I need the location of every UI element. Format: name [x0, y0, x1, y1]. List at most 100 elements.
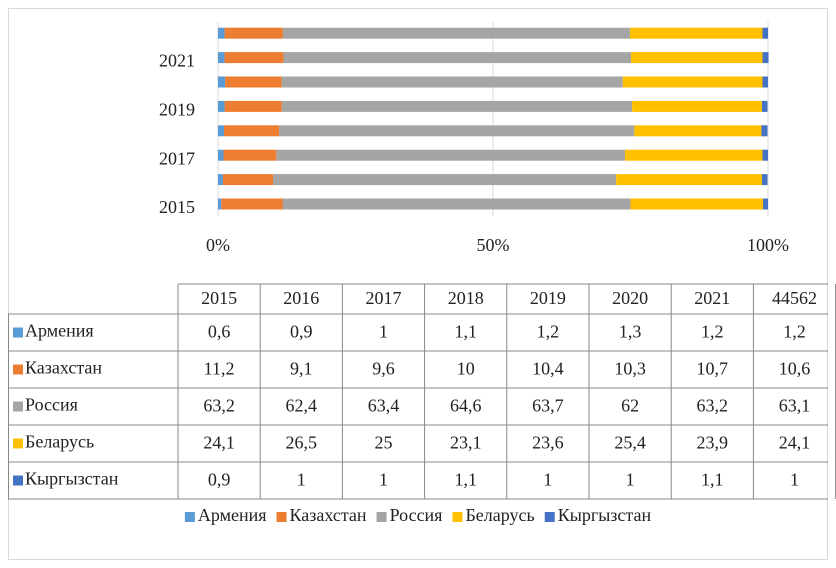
table-header: 2015	[201, 288, 237, 308]
bar-segment	[218, 76, 226, 88]
bar-segment	[622, 76, 763, 88]
bar-segment	[224, 100, 282, 112]
table-cell: 0,9	[208, 470, 231, 490]
table-legend-key	[13, 401, 23, 412]
table-cell: 1,1	[454, 470, 477, 490]
table-header: 2019	[530, 288, 566, 308]
table-header: 44562	[772, 288, 817, 308]
table-cell: 23,6	[532, 433, 564, 453]
bar-segment	[218, 149, 224, 161]
legend-key	[184, 512, 195, 522]
legend-label: Кыргызстан	[558, 505, 652, 525]
bar-segment	[761, 174, 768, 186]
table-row-label: Кыргызстан	[25, 469, 119, 489]
bar-segment	[282, 198, 631, 210]
bar-segment	[218, 27, 225, 39]
table-cell: 11,2	[204, 359, 235, 379]
table-cell: 1,1	[701, 470, 724, 490]
bar-segment	[762, 27, 768, 39]
table-legend-key	[13, 438, 23, 449]
bar-segment	[224, 27, 283, 39]
table-cell: 1,2	[701, 322, 724, 342]
table-cell: 1	[379, 470, 388, 490]
y-tick-label: 2019	[159, 100, 195, 120]
table-cell: 62,4	[286, 396, 318, 416]
table-cell: 23,1	[450, 433, 482, 453]
table-cell: 64,6	[450, 396, 482, 416]
table-cell: 24,1	[779, 433, 811, 453]
bar-segment	[761, 125, 768, 137]
table-cell: 1	[790, 470, 799, 490]
bar-segment	[630, 198, 764, 210]
bar-segment	[281, 76, 623, 88]
table-cell: 0,9	[290, 322, 313, 342]
table-cell: 10,3	[614, 359, 646, 379]
table-cell: 23,9	[697, 433, 729, 453]
table-cell: 1,3	[619, 322, 642, 342]
table-cell: 10,6	[779, 359, 811, 379]
table-cell: 1,2	[537, 322, 560, 342]
bar-segment	[629, 27, 763, 39]
table-cell: 62	[621, 396, 639, 416]
bar-segment	[224, 52, 284, 64]
table-legend-key	[13, 327, 23, 338]
table-cell: 1	[379, 322, 388, 342]
bar-segment	[763, 198, 768, 210]
table-header: 2018	[448, 288, 484, 308]
bar-segment	[224, 125, 280, 137]
table-header: 2020	[612, 288, 648, 308]
x-tick-label: 100%	[747, 235, 789, 255]
legend-label: Армения	[198, 505, 267, 525]
legend-key	[544, 512, 555, 522]
bar-segment	[761, 100, 768, 112]
bar-segment	[632, 100, 762, 112]
bar-segment	[634, 125, 762, 137]
table-cell: 63,1	[779, 396, 811, 416]
table-row-label: Россия	[25, 395, 78, 415]
table-cell: 9,6	[372, 359, 395, 379]
bar-segment	[279, 125, 635, 137]
legend-key	[452, 512, 463, 522]
table-header: 2021	[694, 288, 730, 308]
table-cell: 1,1	[454, 322, 477, 342]
table-cell: 10,7	[697, 359, 729, 379]
table-cell: 63,4	[368, 396, 400, 416]
table-cell: 1	[626, 470, 635, 490]
table-cell: 0,6	[208, 322, 231, 342]
bar-segment	[225, 76, 282, 88]
table-cell: 63,2	[203, 396, 235, 416]
bar-segment	[218, 100, 225, 112]
x-tick-label: 0%	[206, 235, 230, 255]
bar-segment	[218, 125, 225, 137]
bar-segment	[218, 174, 223, 186]
y-tick-label: 2021	[159, 51, 195, 71]
legend-key	[276, 512, 287, 522]
bar-segment	[222, 174, 273, 186]
table-cell: 1	[543, 470, 552, 490]
table-cell: 63,2	[697, 396, 729, 416]
table-row-label: Беларусь	[25, 432, 94, 452]
legend-key	[376, 512, 387, 522]
table-cell: 25	[375, 433, 393, 453]
bar-segment	[616, 174, 762, 186]
bar-segment	[762, 76, 768, 88]
table-row-label: Армения	[25, 321, 94, 341]
bar-segment	[631, 52, 763, 64]
table-cell: 10	[457, 359, 475, 379]
bar-segment	[273, 174, 617, 186]
legend-label: Беларусь	[465, 505, 534, 525]
bar-segment	[625, 149, 763, 161]
table-legend-key	[13, 475, 23, 486]
legend-label: Казахстан	[290, 505, 367, 525]
table-cell: 25,4	[614, 433, 646, 453]
x-tick-label: 50%	[477, 235, 510, 255]
table-cell: 63,7	[532, 396, 564, 416]
bar-segment	[762, 149, 768, 161]
bar-segment	[282, 27, 630, 39]
table-header: 2017	[366, 288, 402, 308]
bar-segment	[218, 52, 225, 64]
bar-segment	[223, 149, 277, 161]
table-legend-key	[13, 364, 23, 375]
table-row-label: Казахстан	[25, 358, 102, 378]
